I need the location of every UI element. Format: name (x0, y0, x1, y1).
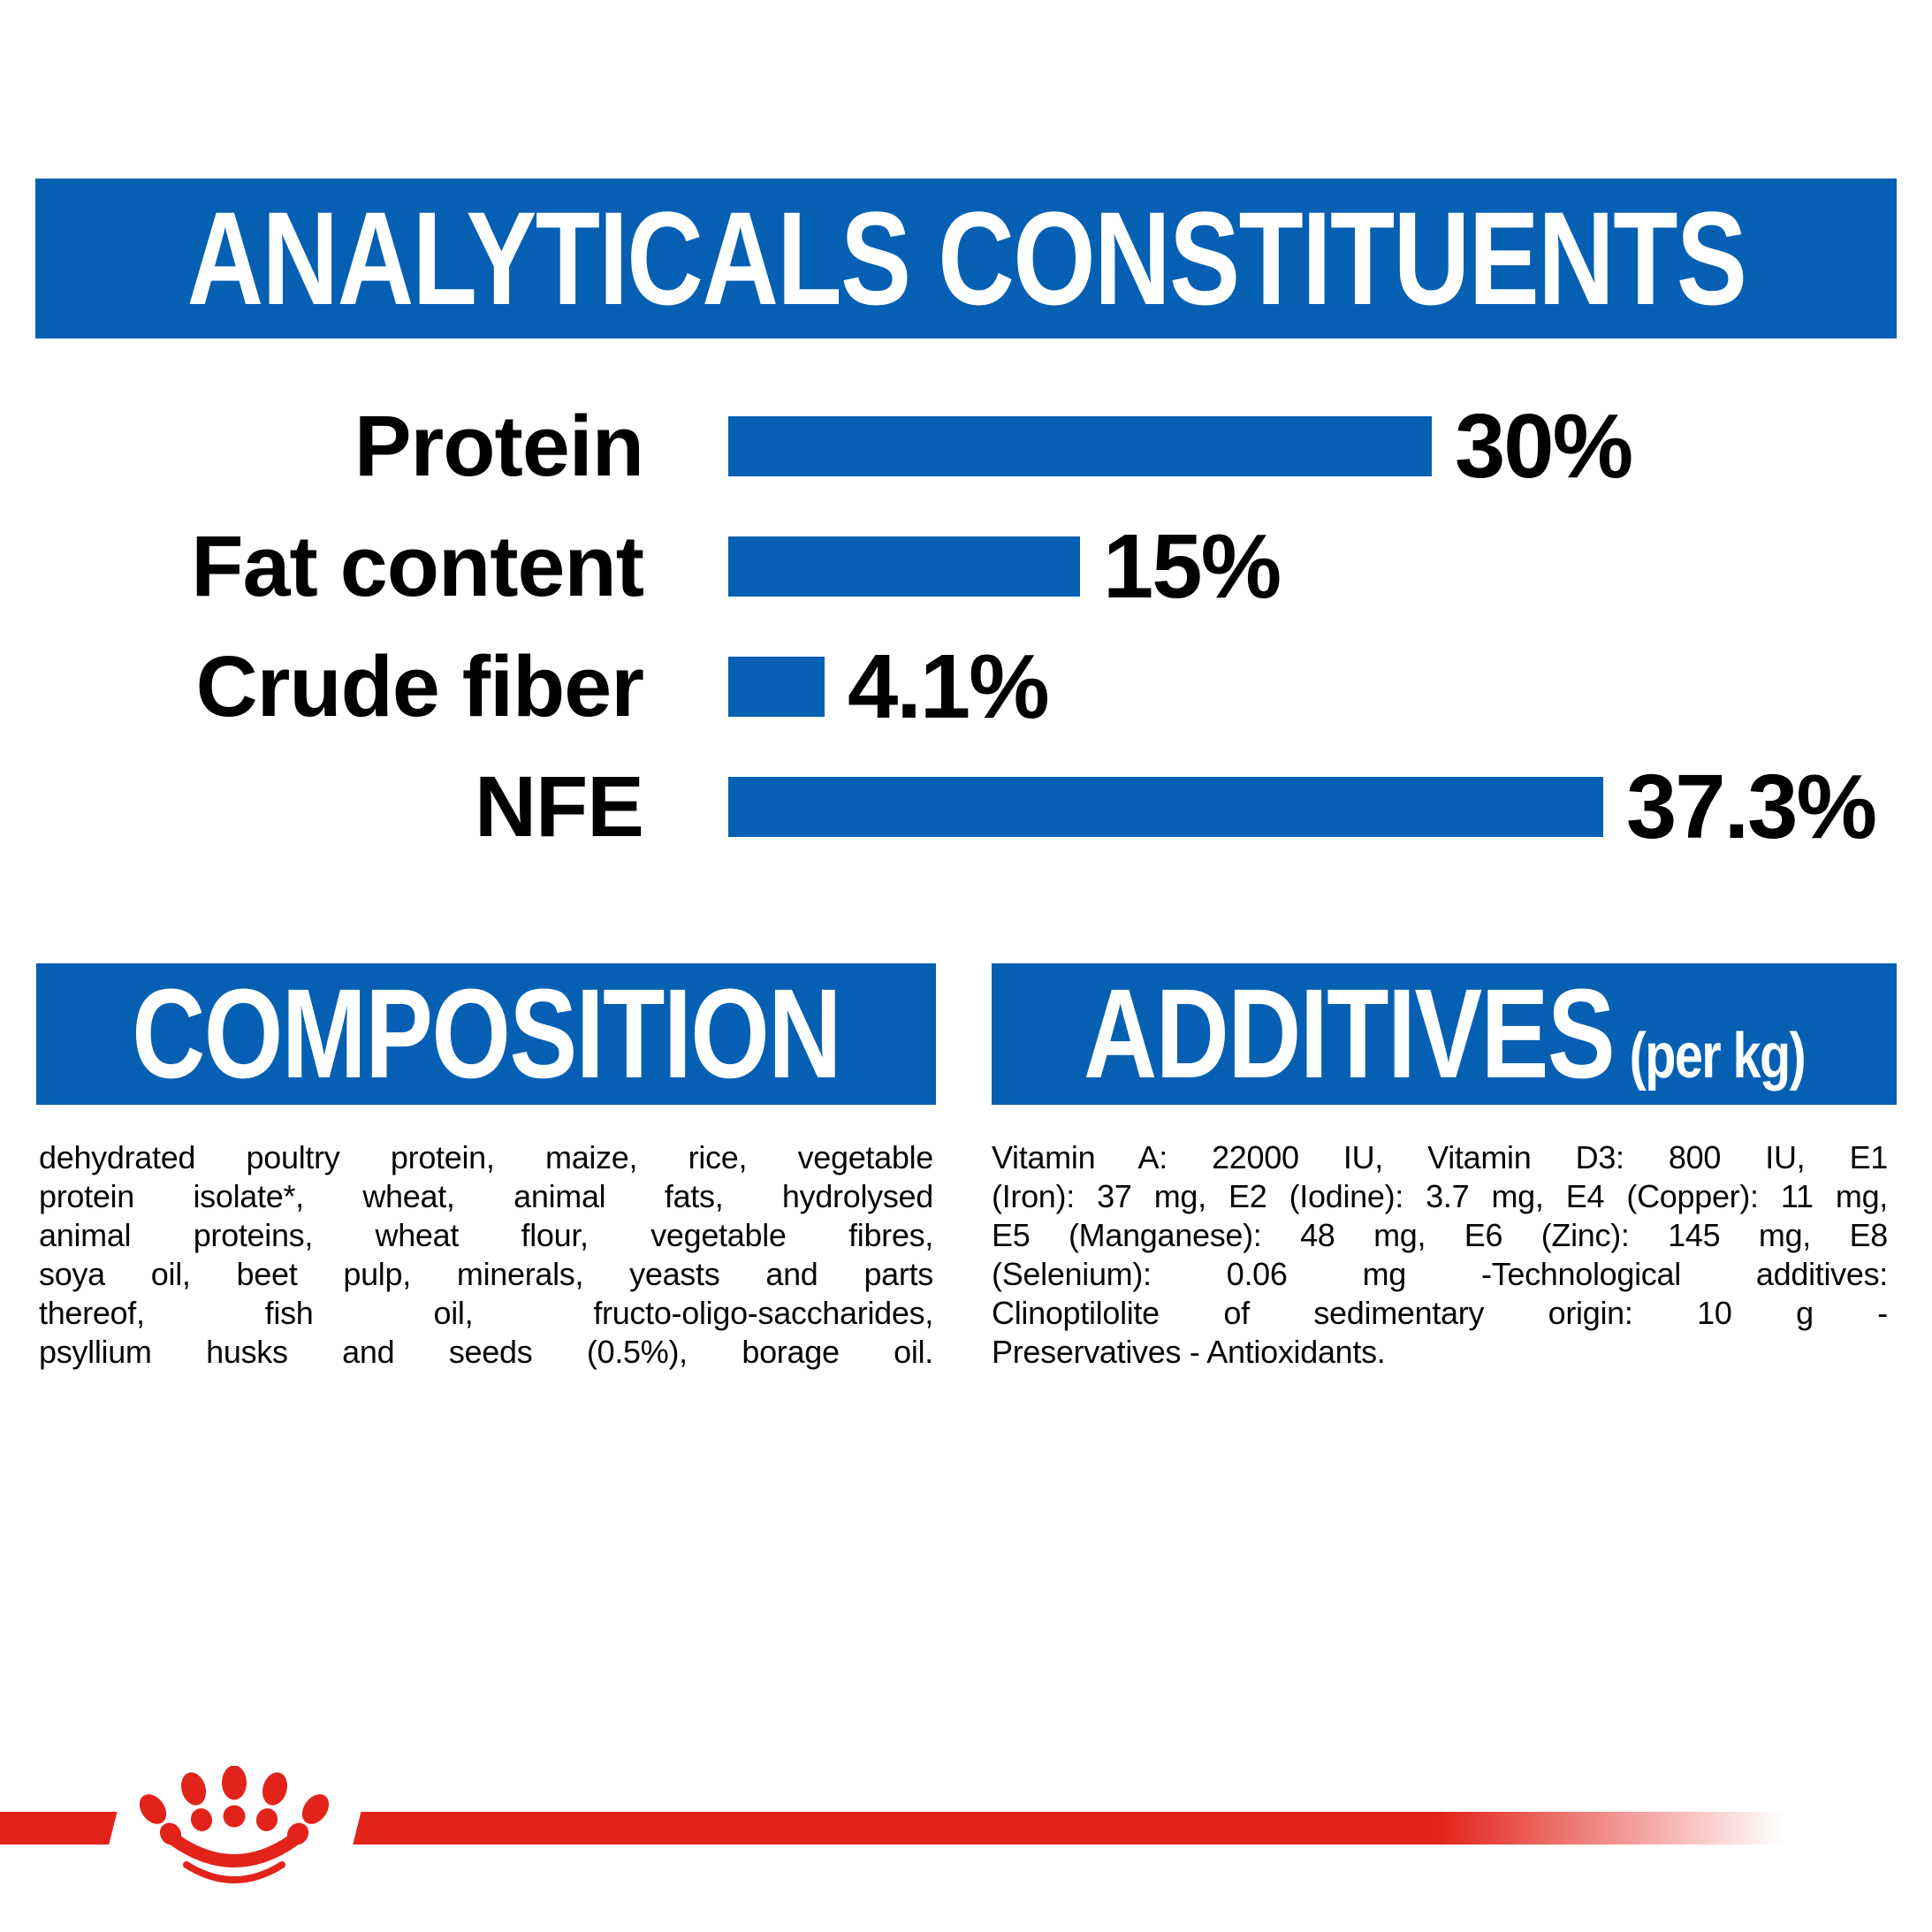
additives-line: (Selenium): 0.06 mg -Technological addit… (992, 1256, 1888, 1292)
additives-line: Clinoptilolite of sedimentary origin: 10… (992, 1295, 1888, 1331)
composition-header-box: COMPOSITION (36, 962, 936, 1105)
chart-row-crude-fiber: Crude fiber 4.1% (35, 635, 1050, 737)
composition-title: COMPOSITION (132, 962, 841, 1105)
bar-value-nfe: 37.3% (1626, 756, 1877, 857)
analyticals-title: ANALYTICALS CONSTITUENTS (186, 184, 1746, 332)
composition-line: protein isolate*, wheat, animal fats, hy… (39, 1178, 933, 1214)
bar-label-nfe: NFE (475, 758, 644, 855)
additives-line: (Iron): 37 mg, E2 (Iodine): 3.7 mg, E4 (… (992, 1178, 1888, 1214)
additives-title-text: ADDITIVES (1083, 962, 1616, 1105)
additives-text: Vitamin A: 22000 IU, Vitamin D3: 800 IU,… (992, 1138, 1888, 1372)
bar-nfe (728, 777, 1603, 837)
bar-protein (728, 416, 1432, 476)
composition-line: animal proteins, wheat flour, vegetable … (39, 1217, 933, 1253)
additives-line: Vitamin A: 22000 IU, Vitamin D3: 800 IU,… (992, 1139, 1888, 1175)
bar-label-crude-fiber: Crude fiber (195, 638, 644, 734)
additives-line: E5 (Manganese): 48 mg, E6 (Zinc): 145 mg… (992, 1217, 1888, 1253)
royal-canin-crown-icon (139, 1766, 330, 1883)
analyticals-header-band: ANALYTICALS CONSTITUENTS (35, 179, 1897, 338)
bar-label-protein: Protein (354, 398, 644, 494)
composition-line: dehydrated poultry protein, maize, rice,… (39, 1139, 933, 1175)
composition-line: psyllium husks and seeds (0.5%), borage … (39, 1334, 933, 1370)
bar-crude-fiber (728, 657, 825, 717)
bar-value-protein: 30% (1455, 395, 1633, 497)
chart-row-protein: Protein 30% (35, 395, 1633, 497)
additives-line: Preservatives - Antioxidants. (992, 1334, 1386, 1370)
chart-row-nfe: NFE 37.3% (35, 756, 1877, 857)
composition-text: dehydrated poultry protein, maize, rice,… (39, 1138, 933, 1372)
bar-label-fat-content: Fat content (191, 518, 644, 614)
bar-fat-content (728, 536, 1080, 597)
additives-header-box: ADDITIVES (per kg) (992, 961, 1897, 1107)
bar-value-crude-fiber: 4.1% (848, 635, 1050, 737)
composition-line: soya oil, beet pulp, minerals, yeasts an… (39, 1256, 933, 1292)
composition-line: thereof, fish oil, fructo-oligo-sacchari… (39, 1295, 933, 1331)
bar-value-fat-content: 15% (1103, 515, 1282, 617)
chart-row-fat-content: Fat content 15% (35, 515, 1282, 617)
additives-title: ADDITIVES (per kg) (1083, 961, 1806, 1107)
additives-per-kg-label: (per kg) (1629, 1021, 1806, 1092)
